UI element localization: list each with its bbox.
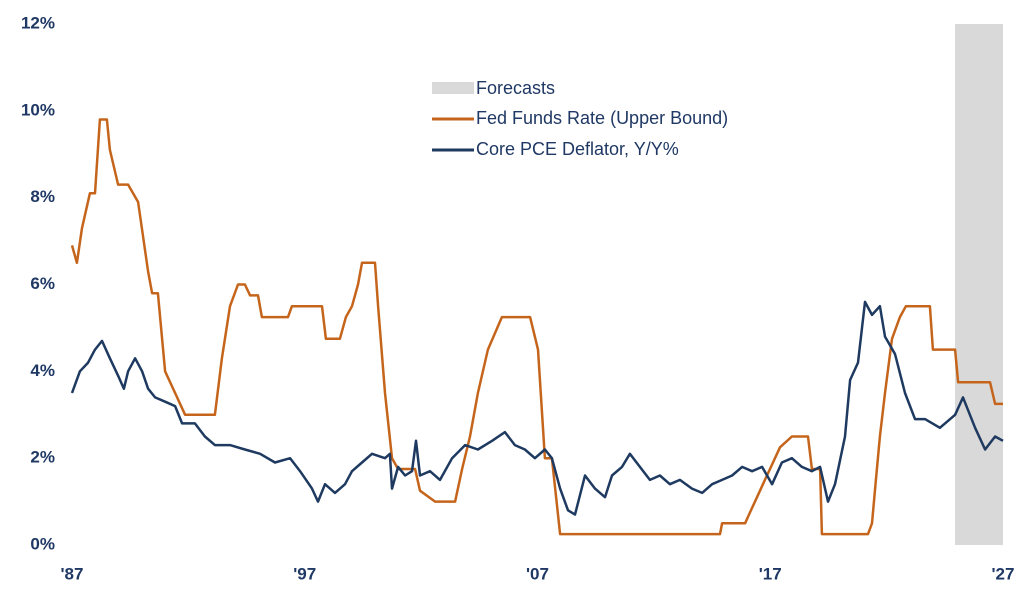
legend: Forecasts Fed Funds Rate (Upper Bound) Cor…	[432, 78, 728, 159]
y-tick-label: 4%	[30, 361, 55, 380]
y-tick-label: 2%	[30, 448, 55, 467]
series-line	[70, 300, 1004, 516]
y-tick-label: 6%	[30, 274, 55, 293]
x-tick-label: '07	[526, 564, 549, 583]
legend-label: Fed Funds Rate (Upper Bound)	[476, 108, 728, 128]
legend-label: Core PCE Deflator, Y/Y%	[476, 139, 679, 159]
y-tick-label: 12%	[21, 13, 55, 32]
x-tick-label: '87	[61, 564, 84, 583]
legend-swatch	[432, 82, 474, 94]
x-tick-label: '97	[293, 564, 316, 583]
legend-label: Forecasts	[476, 78, 555, 98]
forecast-band	[955, 24, 1003, 545]
y-tick-label: 10%	[21, 100, 55, 119]
y-tick-label: 0%	[30, 534, 55, 553]
x-tick-label: '27	[992, 564, 1015, 583]
series-line	[70, 118, 1003, 536]
x-tick-label: '17	[759, 564, 782, 583]
y-tick-label: 8%	[30, 187, 55, 206]
